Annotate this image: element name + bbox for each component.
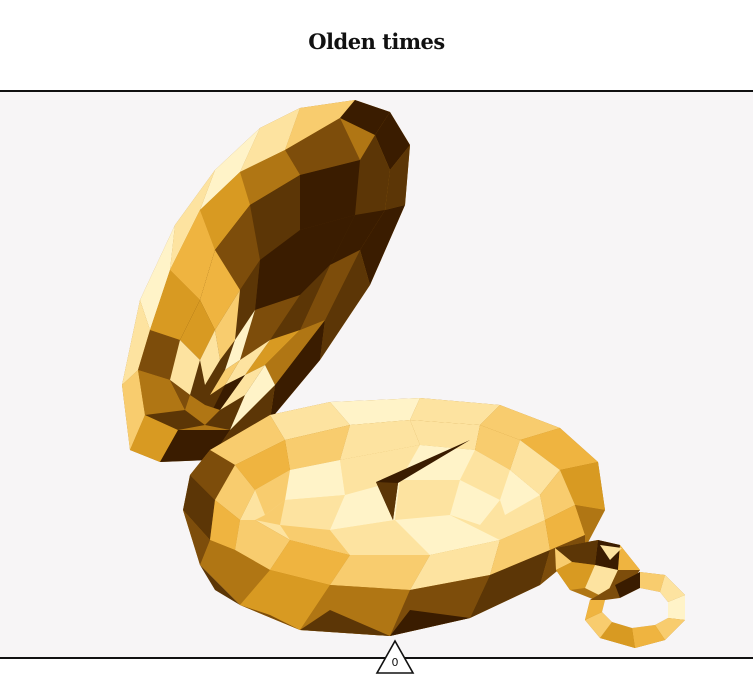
illustration-stage — [0, 94, 753, 657]
footer — [0, 657, 753, 692]
triangle-icon — [375, 639, 415, 674]
watch-hand — [376, 440, 470, 520]
counter-value: 0 — [391, 656, 399, 669]
page-title: Olden times — [308, 29, 445, 54]
counter-button[interactable]: 0 — [375, 639, 415, 675]
watch-bow-ring — [585, 572, 685, 648]
watch-case — [183, 398, 605, 636]
header: Olden times — [0, 0, 753, 92]
pocket-watch-icon[interactable] — [0, 94, 753, 657]
watch-lid — [122, 100, 410, 462]
